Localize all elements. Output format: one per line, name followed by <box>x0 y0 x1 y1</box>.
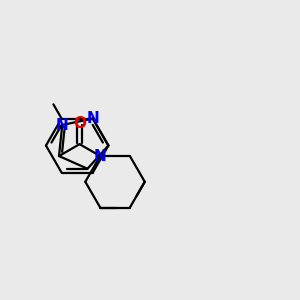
Text: N: N <box>94 148 106 164</box>
Text: N: N <box>56 118 69 133</box>
Text: N: N <box>86 111 99 126</box>
Text: O: O <box>73 116 86 131</box>
